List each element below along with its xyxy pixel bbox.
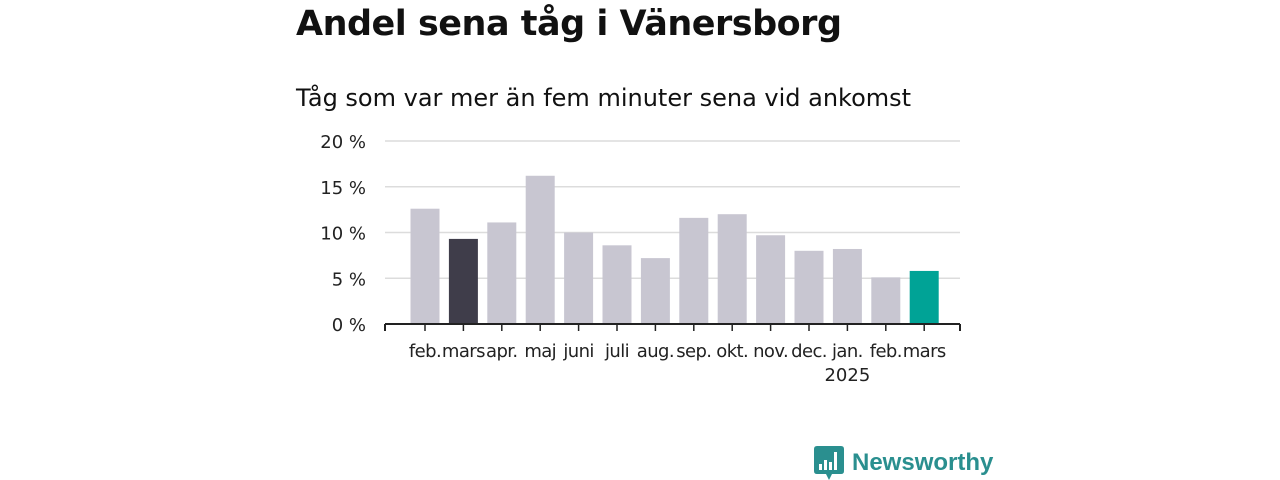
y-tick-label: 5 % xyxy=(332,269,366,290)
x-tick-label: aug. xyxy=(637,341,674,362)
bar xyxy=(602,245,632,324)
bar xyxy=(679,217,709,324)
x-tick-label: sep. xyxy=(676,341,711,362)
x-tick-label: jan. xyxy=(831,341,863,362)
x-year-label: 2025 xyxy=(824,365,870,386)
bar xyxy=(871,277,901,324)
x-tick-label: maj xyxy=(524,341,556,362)
x-tick-label: mars xyxy=(903,341,946,362)
x-tick-label: apr. xyxy=(486,341,518,362)
bar xyxy=(487,222,517,324)
chart-title: Andel sena tåg i Vänersborg xyxy=(296,4,842,44)
bar xyxy=(756,235,786,324)
y-tick-label: 0 % xyxy=(332,315,366,336)
x-tick-label: nov. xyxy=(753,341,788,362)
y-tick-label: 10 % xyxy=(320,224,366,245)
bar xyxy=(564,232,594,324)
y-tick-label: 20 % xyxy=(320,132,366,153)
x-tick-label: juli xyxy=(604,341,629,362)
x-tick-label: okt. xyxy=(716,341,748,362)
y-tick-label: 15 % xyxy=(320,178,366,199)
bar xyxy=(717,214,747,324)
bar xyxy=(794,250,824,324)
newsworthy-logo-icon xyxy=(814,446,844,480)
chart-subtitle: Tåg som var mer än fem minuter sena vid … xyxy=(296,84,912,112)
bar xyxy=(909,270,939,324)
x-tick-label: dec. xyxy=(791,341,827,362)
bar xyxy=(832,248,862,324)
bar xyxy=(448,238,478,324)
bar xyxy=(525,175,555,324)
x-tick-label: juni xyxy=(562,341,593,362)
x-tick-label: feb. xyxy=(870,341,902,362)
x-tick-label: mars xyxy=(442,341,485,362)
bar xyxy=(410,208,440,324)
x-tick-label: feb. xyxy=(409,341,441,362)
newsworthy-logo: Newsworthy xyxy=(814,446,993,480)
bar xyxy=(640,258,670,324)
logo-text: Newsworthy xyxy=(852,449,994,476)
